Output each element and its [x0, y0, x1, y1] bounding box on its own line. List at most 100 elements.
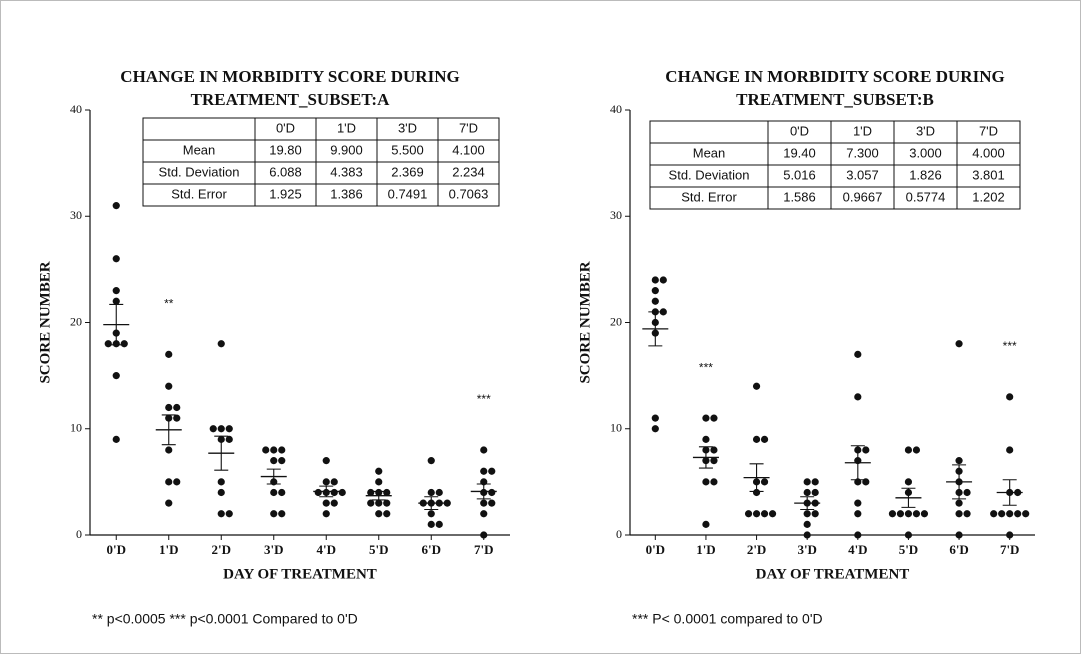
data-point [811, 488, 819, 497]
data-point [165, 446, 173, 454]
data-point [1014, 510, 1022, 518]
table-cell: 1.826 [909, 167, 942, 182]
data-point [209, 425, 217, 433]
data-point [963, 510, 971, 518]
data-point [225, 435, 233, 443]
table-cell: 1.586 [783, 189, 816, 204]
x-axis-label: DAY OF TREATMENT [223, 566, 377, 582]
table-cell: 0.9667 [843, 189, 883, 204]
data-point [165, 478, 173, 486]
table-header: 7'D [979, 123, 998, 138]
error-bar [749, 463, 764, 492]
chart-title: TREATMENT_SUBSET:A [191, 90, 390, 109]
data-point [1006, 510, 1014, 518]
table-cell: 2.369 [391, 164, 424, 179]
table-cell: 0.7491 [388, 186, 428, 201]
x-tick-label: 7'D [474, 542, 494, 557]
x-tick-label: 5'D [369, 542, 389, 557]
x-tick-label: 2'D [212, 542, 232, 557]
data-point [710, 478, 718, 486]
table-cell: 3.801 [972, 167, 1005, 182]
data-point [270, 510, 278, 518]
table-cell: 0.5774 [906, 189, 946, 204]
data-point [480, 531, 488, 539]
data-point [262, 446, 270, 454]
data-point [165, 403, 173, 412]
table-cell: 7.300 [846, 145, 879, 160]
table-row-label: Std. Deviation [159, 164, 240, 179]
data-point [322, 478, 330, 486]
table-cell: 4.000 [972, 145, 1005, 160]
data-point [165, 350, 173, 358]
y-tick-label: 40 [610, 102, 622, 116]
data-point [659, 308, 667, 316]
data-point [702, 478, 710, 486]
data-point [427, 520, 435, 528]
data-point [854, 510, 862, 518]
data-point [338, 488, 346, 497]
data-point [443, 499, 451, 507]
significance-mark: ** [164, 297, 174, 311]
data-point [375, 467, 383, 475]
data-point [427, 510, 435, 518]
error-bar [901, 487, 916, 508]
data-point [165, 382, 173, 390]
data-point [488, 499, 496, 507]
chart-title: CHANGE IN MORBIDITY SCORE DURING [120, 67, 459, 86]
data-point [278, 488, 286, 497]
table-cell: 1.386 [330, 186, 363, 201]
data-point [760, 510, 769, 518]
data-point [488, 467, 496, 475]
data-point [330, 488, 338, 497]
data-point [702, 435, 710, 443]
y-axis-label: SCORE NUMBER [577, 261, 593, 383]
data-point [651, 287, 659, 295]
data-point [904, 446, 913, 454]
x-tick-label: 1'D [696, 542, 716, 557]
table-cell: 4.383 [330, 164, 363, 179]
data-point [322, 499, 330, 507]
data-point [990, 510, 998, 518]
x-tick-label: 4'D [848, 542, 868, 557]
data-point [367, 488, 375, 497]
data-point [710, 414, 718, 422]
error-bar [109, 303, 124, 346]
error-bar [1002, 479, 1017, 506]
y-tick-label: 0 [76, 527, 82, 541]
data-point [854, 393, 862, 401]
error-bar [476, 483, 491, 500]
data-point [278, 457, 286, 465]
x-tick-label: 3'D [264, 542, 284, 557]
data-point [383, 499, 391, 507]
x-tick-label: 7'D [1000, 542, 1020, 557]
data-point [920, 510, 929, 518]
table-header: 0'D [276, 120, 295, 135]
y-tick-label: 30 [70, 208, 82, 222]
table-row-label: Std. Deviation [669, 167, 750, 182]
x-tick-label: 1'D [159, 542, 179, 557]
x-axis-label: DAY OF TREATMENT [756, 566, 910, 582]
data-point [375, 510, 383, 518]
error-bar [319, 485, 334, 498]
data-point [112, 287, 120, 295]
significance-mark: *** [699, 360, 713, 374]
data-point [435, 520, 443, 528]
table-cell: 3.000 [909, 145, 942, 160]
data-point [375, 499, 383, 507]
data-point [710, 446, 718, 454]
data-point [225, 425, 233, 433]
data-point [217, 340, 225, 348]
data-point [112, 255, 120, 263]
data-point [744, 510, 753, 518]
data-point [904, 510, 913, 518]
table-row-label: Std. Error [681, 189, 737, 204]
data-point [651, 276, 659, 284]
data-point [752, 435, 761, 443]
data-point [854, 350, 862, 358]
y-tick-label: 10 [610, 421, 622, 435]
data-point [1006, 531, 1014, 539]
table-header: 1'D [337, 120, 356, 135]
footnote: ** p<0.0005 *** p<0.0001 Compared to 0'D [92, 611, 358, 627]
